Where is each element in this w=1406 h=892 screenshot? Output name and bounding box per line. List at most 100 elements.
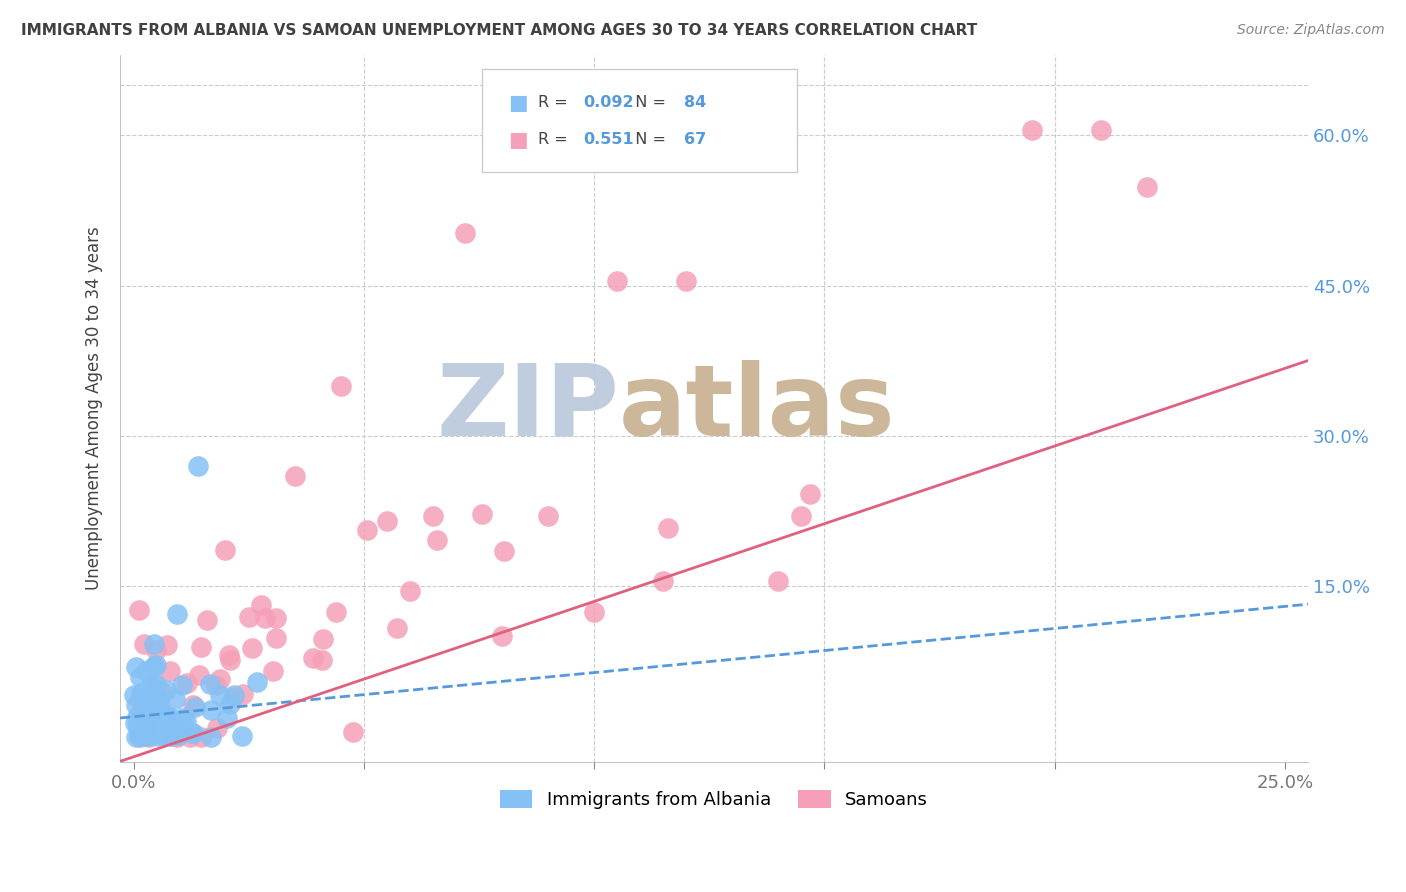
Point	[150, 685, 173, 699]
Point	[166, 730, 188, 744]
Point	[129, 705, 152, 719]
Point	[342, 725, 364, 739]
Point	[162, 725, 184, 739]
Point	[131, 695, 153, 709]
Point	[172, 711, 194, 725]
Point	[149, 699, 172, 714]
Point	[148, 694, 170, 708]
Point	[142, 719, 165, 733]
Point	[187, 459, 209, 474]
Point	[176, 675, 198, 690]
Point	[124, 730, 146, 744]
Point	[1136, 180, 1159, 194]
Point	[135, 665, 157, 679]
Point	[197, 613, 219, 627]
Point	[422, 509, 444, 524]
Point	[152, 728, 174, 742]
Text: 0.092: 0.092	[583, 95, 634, 111]
Point	[146, 714, 169, 728]
Point	[156, 638, 179, 652]
Point	[155, 682, 177, 697]
Point	[135, 718, 157, 732]
Text: R =: R =	[538, 95, 574, 111]
Point	[139, 702, 162, 716]
Point	[582, 605, 605, 619]
Point	[330, 379, 353, 393]
Point	[145, 690, 167, 704]
Text: 67: 67	[685, 132, 706, 147]
Point	[122, 689, 145, 703]
Point	[218, 648, 240, 663]
Point	[181, 726, 204, 740]
Point	[159, 722, 181, 736]
Point	[128, 730, 150, 744]
Point	[125, 698, 148, 712]
Point	[264, 631, 287, 645]
Point	[166, 607, 188, 621]
Point	[399, 584, 422, 599]
Text: ■: ■	[509, 130, 529, 150]
Point	[134, 725, 156, 739]
Point	[675, 274, 697, 288]
Text: 84: 84	[685, 95, 706, 111]
Point	[163, 722, 186, 736]
Point	[157, 711, 180, 725]
Point	[163, 729, 186, 743]
Point	[160, 722, 183, 736]
Point	[138, 690, 160, 704]
Y-axis label: Unemployment Among Ages 30 to 34 years: Unemployment Among Ages 30 to 34 years	[86, 227, 103, 591]
FancyBboxPatch shape	[482, 70, 797, 172]
Text: N =: N =	[624, 132, 671, 147]
Point	[129, 685, 152, 699]
Point	[198, 677, 221, 691]
Point	[426, 533, 449, 547]
Point	[217, 711, 239, 725]
Point	[790, 509, 813, 524]
Point	[127, 716, 149, 731]
Point	[131, 687, 153, 701]
Point	[145, 658, 167, 673]
Point	[200, 703, 222, 717]
Point	[127, 720, 149, 734]
Point	[657, 521, 679, 535]
Point	[138, 726, 160, 740]
Point	[134, 714, 156, 729]
Point	[129, 670, 152, 684]
Point	[284, 469, 307, 483]
Point	[190, 640, 212, 654]
Point	[131, 728, 153, 742]
Point	[131, 725, 153, 739]
Point	[141, 715, 163, 730]
Point	[142, 681, 165, 695]
Point	[181, 698, 204, 712]
Point	[385, 621, 408, 635]
Point	[302, 651, 325, 665]
Point	[146, 729, 169, 743]
Point	[209, 688, 232, 702]
Point	[606, 274, 628, 288]
Point	[491, 630, 513, 644]
Point	[142, 637, 165, 651]
Point	[250, 598, 273, 612]
Point	[240, 641, 263, 656]
Point	[138, 730, 160, 744]
Point	[165, 692, 187, 706]
Point	[170, 678, 193, 692]
Point	[232, 686, 254, 700]
Point	[143, 723, 166, 738]
Point	[375, 514, 398, 528]
Point	[170, 723, 193, 738]
Point	[219, 697, 242, 711]
Point	[142, 659, 165, 673]
Point	[537, 509, 560, 524]
Point	[128, 603, 150, 617]
Point	[356, 523, 378, 537]
Point	[208, 672, 231, 686]
Point	[143, 678, 166, 692]
Point	[138, 703, 160, 717]
Point	[238, 610, 260, 624]
Point	[125, 709, 148, 723]
Legend: Immigrants from Albania, Samoans: Immigrants from Albania, Samoans	[492, 782, 935, 816]
Point	[141, 698, 163, 712]
Text: R =: R =	[538, 132, 574, 147]
